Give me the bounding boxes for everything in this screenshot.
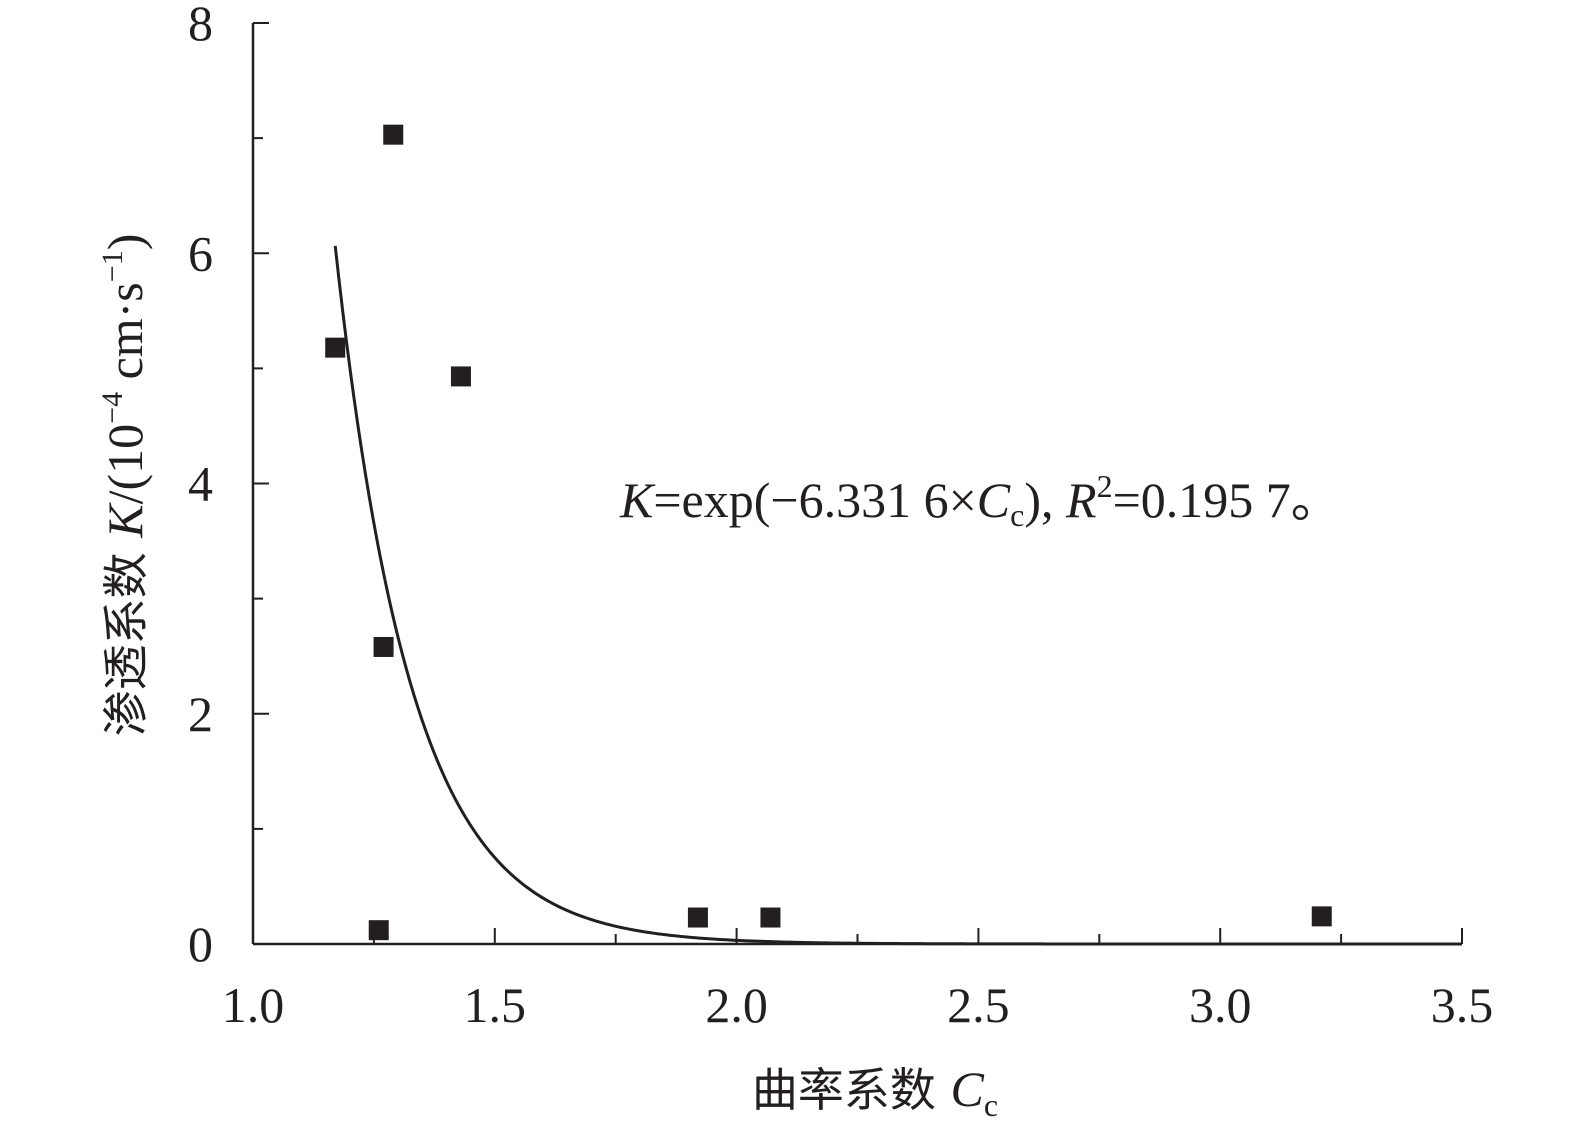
data-point	[383, 124, 404, 145]
y-tick-label: 0	[188, 916, 213, 972]
x-tick-label: 1.0	[222, 977, 285, 1033]
data-point	[687, 907, 708, 928]
data-point	[450, 366, 471, 387]
annotation-equation: K=exp(−6.331 6×Cc), R2=0.195 7。	[619, 468, 1341, 533]
x-tick-label: 3.0	[1189, 977, 1252, 1033]
x-tick-label: 1.5	[464, 977, 527, 1033]
y-tick-label: 6	[188, 225, 213, 281]
data-point	[373, 636, 394, 657]
y-axis-title: 渗透系数 K/(10−4 cm·s−1)	[96, 234, 153, 737]
data-point	[325, 337, 346, 358]
y-tick-label: 2	[188, 686, 213, 742]
data-point	[1311, 906, 1332, 927]
x-tick-label: 2.5	[947, 977, 1010, 1033]
x-axis-title: 曲率系数 Cc	[752, 1061, 998, 1123]
y-tick-label: 8	[188, 0, 213, 51]
tick-labels: 1.0 1.5 2.0 2.5 3.0 3.5 0 2 4 6 8	[188, 0, 1493, 1033]
data-points	[325, 124, 1332, 941]
x-tick-label: 3.5	[1431, 977, 1494, 1033]
fit-curve-layer	[333, 245, 1462, 946]
data-point	[760, 907, 781, 928]
data-point	[368, 920, 389, 941]
y-tick-label: 4	[188, 456, 213, 512]
fit-curve	[333, 245, 1462, 946]
x-tick-label: 2.0	[705, 977, 768, 1033]
